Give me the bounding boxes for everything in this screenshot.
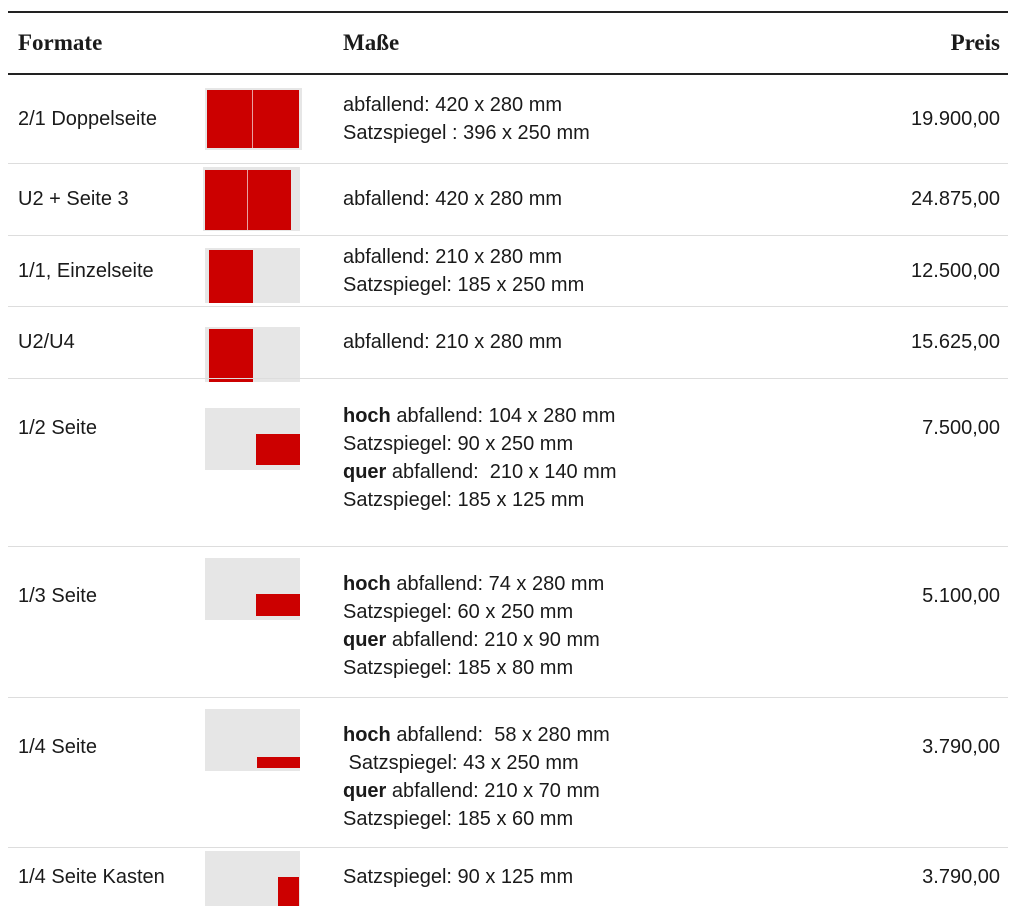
dims-bold: hoch bbox=[343, 573, 391, 595]
dims-text: Satzspiegel: 185 x 250 mm bbox=[343, 273, 585, 296]
thumb bbox=[205, 709, 300, 771]
price: 3.790,00 bbox=[922, 865, 1000, 888]
dims-text: abfallend: 210 x 90 mm bbox=[386, 629, 600, 651]
row-rule bbox=[8, 235, 1008, 236]
dims-line: Satzspiegel: 60 x 250 mm bbox=[343, 598, 604, 626]
dims: abfallend: 210 x 280 mm Satzspiegel: 185 … bbox=[343, 243, 584, 299]
price: 15.625,00 bbox=[911, 331, 1000, 353]
row-rule bbox=[8, 163, 1008, 164]
price: 24.875,00 bbox=[911, 188, 1000, 210]
dims-text: abfallend: 210 x 70 mm bbox=[386, 780, 600, 802]
row-rule bbox=[8, 378, 1008, 379]
dims-text: Satzspiegel: 185 x 125 mm bbox=[343, 489, 585, 511]
dims-text: Satzspiegel: 185 x 80 mm bbox=[343, 657, 574, 679]
price: 5.100,00 bbox=[922, 585, 1000, 607]
dims: hoch abfallend: 58 x 280 mm Satzspiegel:… bbox=[343, 721, 610, 833]
dims-line: hoch abfallend: 104 x 280 mm bbox=[343, 402, 616, 430]
dims: Satzspiegel: 90 x 125 mm bbox=[343, 863, 573, 891]
dims-text: Satzspiegel : 396 x 250 mm bbox=[343, 121, 590, 144]
top-rule bbox=[8, 11, 1008, 13]
dims-text: abfallend: 210 x 140 mm bbox=[386, 461, 617, 483]
dims-line: Satzspiegel : 396 x 250 mm bbox=[343, 119, 590, 147]
dims-line: Satzspiegel: 185 x 80 mm bbox=[343, 654, 604, 682]
format-name: 2/1 Doppelseite bbox=[18, 107, 157, 130]
row-rule bbox=[8, 847, 1008, 848]
dims-line: Satzspiegel: 90 x 125 mm bbox=[343, 863, 573, 891]
thumb bbox=[205, 558, 300, 620]
format-name: U2 + Seite 3 bbox=[18, 188, 129, 210]
dims-bold: hoch bbox=[343, 724, 391, 746]
header-format: Formate bbox=[18, 30, 103, 55]
format-name: U2/U4 bbox=[18, 331, 75, 353]
dims-text: abfallend: 420 x 280 mm bbox=[343, 188, 563, 210]
dims-line: Satzspiegel: 185 x 60 mm bbox=[343, 805, 610, 833]
header-price: Preis bbox=[950, 30, 1000, 55]
dims-line: abfallend: 210 x 280 mm bbox=[343, 328, 562, 356]
row-rule bbox=[8, 697, 1008, 698]
dims-text: abfallend: 210 x 280 mm bbox=[343, 331, 563, 353]
format-name: 1/4 Seite Kasten bbox=[18, 865, 165, 888]
dims-line: hoch abfallend: 58 x 280 mm bbox=[343, 721, 610, 749]
price: 7.500,00 bbox=[922, 417, 1000, 439]
format-name: 1/1, Einzelseite bbox=[18, 259, 154, 282]
thumb bbox=[205, 851, 300, 906]
dims-line: quer abfallend: 210 x 70 mm bbox=[343, 777, 610, 805]
dims: hoch abfallend: 104 x 280 mm Satzspiegel:… bbox=[343, 402, 616, 514]
dims: abfallend: 420 x 280 mm Satzspiegel : 396… bbox=[343, 91, 590, 147]
dims-line: Satzspiegel: 185 x 250 mm bbox=[343, 271, 584, 299]
dims-text: Satzspiegel: 90 x 125 mm bbox=[343, 865, 574, 888]
dims-text: abfallend: 420 x 280 mm bbox=[343, 93, 563, 116]
dims-bold: quer bbox=[343, 629, 387, 651]
thumb bbox=[205, 248, 300, 303]
row-rule bbox=[8, 306, 1008, 307]
dims-text: Satzspiegel: 43 x 250 mm bbox=[343, 752, 579, 774]
dims-line: Satzspiegel: 43 x 250 mm bbox=[343, 749, 610, 777]
thumb bbox=[205, 408, 300, 470]
format-name: 1/3 Seite bbox=[18, 585, 97, 607]
dims-line: Satzspiegel: 185 x 125 mm bbox=[343, 486, 616, 514]
dims-line: hoch abfallend: 74 x 280 mm bbox=[343, 570, 604, 598]
dims: hoch abfallend: 74 x 280 mm Satzspiegel: … bbox=[343, 570, 604, 682]
thumb bbox=[205, 88, 302, 150]
thumb bbox=[203, 167, 300, 231]
dims: abfallend: 420 x 280 mm bbox=[343, 185, 562, 213]
dims-line: abfallend: 420 x 280 mm bbox=[343, 91, 590, 119]
header-rule bbox=[8, 73, 1008, 75]
dims-text: Satzspiegel: 90 x 250 mm bbox=[343, 433, 574, 455]
format-name: 1/2 Seite bbox=[18, 417, 97, 439]
dims-line: quer abfallend: 210 x 90 mm bbox=[343, 626, 604, 654]
dims-text: abfallend: 104 x 280 mm bbox=[390, 405, 616, 427]
dims-line: Satzspiegel: 90 x 250 mm bbox=[343, 430, 616, 458]
dims-bold: hoch bbox=[343, 405, 391, 427]
dims-line: quer abfallend: 210 x 140 mm bbox=[343, 458, 616, 486]
dims-line: abfallend: 420 x 280 mm bbox=[343, 185, 562, 213]
dims-text: Satzspiegel: 60 x 250 mm bbox=[343, 601, 574, 623]
dims-bold: quer bbox=[343, 461, 387, 483]
format-name: 1/4 Seite bbox=[18, 736, 97, 758]
dims-text: Satzspiegel: 185 x 60 mm bbox=[343, 808, 574, 830]
thumb bbox=[205, 327, 300, 382]
dims-text: abfallend: 58 x 280 mm bbox=[390, 724, 610, 746]
row-rule bbox=[8, 546, 1008, 547]
dims-bold: quer bbox=[343, 780, 387, 802]
price: 3.790,00 bbox=[922, 736, 1000, 758]
dims: abfallend: 210 x 280 mm bbox=[343, 328, 562, 356]
dims-text: abfallend: 210 x 280 mm bbox=[343, 245, 563, 268]
price: 19.900,00 bbox=[911, 107, 1000, 130]
dims-line: abfallend: 210 x 280 mm bbox=[343, 243, 584, 271]
dims-text: abfallend: 74 x 280 mm bbox=[390, 573, 605, 595]
price: 12.500,00 bbox=[911, 259, 1000, 282]
header-dims: Maße bbox=[343, 30, 400, 55]
